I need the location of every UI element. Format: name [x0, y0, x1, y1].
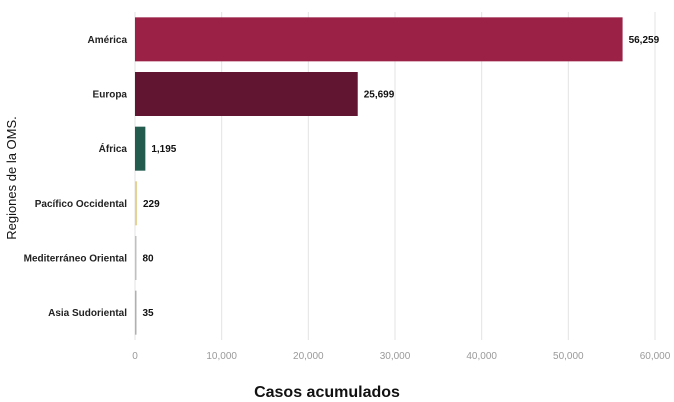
category-label: África — [99, 142, 128, 155]
bar — [135, 126, 146, 171]
bar — [135, 72, 358, 116]
value-labels: 56,259 25,699 1,195 229 80 35 — [143, 35, 660, 319]
x-tick-label: 30,000 — [380, 351, 411, 362]
x-tick-label: 60,000 — [640, 351, 671, 362]
bar — [135, 290, 137, 335]
y-axis-title: Regiones de la OMS. — [4, 116, 19, 240]
category-label: Mediterráneo Oriental — [24, 254, 128, 265]
data-label: 25,699 — [364, 90, 395, 101]
x-tick-label: 0 — [132, 351, 138, 362]
category-label: Asia Sudoriental — [48, 308, 127, 319]
data-label: 229 — [143, 199, 160, 210]
data-label: 35 — [143, 308, 155, 319]
gridlines — [134, 12, 656, 340]
x-tick-label: 10,000 — [206, 351, 237, 362]
x-tick-label: 50,000 — [553, 351, 584, 362]
category-label: Europa — [93, 90, 128, 101]
category-label: Pacífico Occidental — [35, 199, 127, 210]
category-labels: América Europa África Pacífico Occidental Me… — [24, 35, 128, 319]
bar — [135, 17, 623, 62]
x-axis-title: Casos acumulados — [254, 384, 400, 401]
data-label: 56,259 — [629, 35, 660, 46]
x-tick-labels: 0 10,000 20,000 30,000 40,000 50,000 60,000 — [132, 351, 671, 362]
category-label: América — [88, 35, 128, 46]
x-tick-label: 20,000 — [293, 351, 324, 362]
data-label: 80 — [143, 254, 155, 265]
data-label: 1,195 — [151, 144, 176, 155]
bar — [135, 181, 137, 226]
bar — [135, 236, 137, 280]
x-tick-label: 40,000 — [466, 351, 497, 362]
bars — [135, 17, 623, 335]
